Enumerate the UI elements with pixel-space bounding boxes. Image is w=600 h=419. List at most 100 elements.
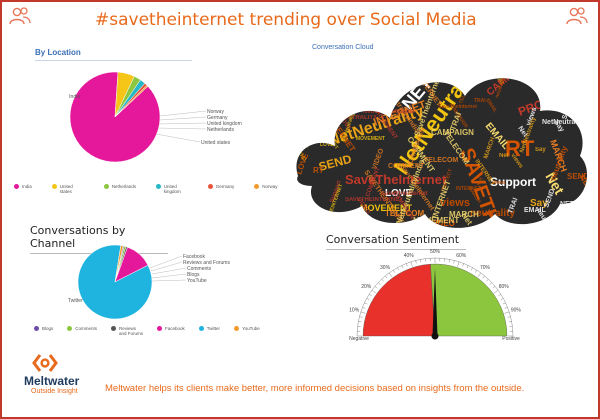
legend-item-reviews-and-forums[interactable]: Reviews and Forums [111,326,143,336]
slice-label-comments: Comments [187,266,212,272]
legend-item-norway[interactable]: Norway [254,184,278,194]
legend-swatch [51,184,57,189]
slice-label-netherlands: Netherlands [207,127,234,133]
gauge-tick-label: 70% [480,265,491,271]
legend-item-youtube[interactable]: YouTube [234,326,260,336]
page-title: #savetheinternet trending over Social Me… [95,10,477,30]
cloud-word-netneutralityindia: NetNeutralityIndia [363,109,415,115]
legend-label: Comments [75,326,98,331]
legend-item-twitter[interactable]: Twitter [198,326,221,336]
cloud-word-telecom: TELECOM [385,209,424,218]
meltwater-logo-icon [32,354,58,372]
cloud-word-say: Say [302,230,311,234]
legend-item-united-states[interactable]: United states [51,184,84,194]
conversation-word-cloud: NetNeutrality NETNEUTRALITY SAVETHEINTERNE… [290,56,589,234]
legend-label: Twitter [206,326,221,331]
cloud-word-video: VIDEO [312,61,329,87]
slice-label-twitter: Twitter [68,298,83,304]
cloud-word-support: Support [561,92,577,120]
gauge-needle [432,268,438,336]
slice-label-united-states: United states [201,140,231,146]
legend-swatch [198,326,204,331]
legend-swatch [111,326,117,331]
brand-tagline: Outside Insight [31,388,78,395]
legend-label: India [22,184,32,189]
legend-label: Reviews and Forums [119,326,144,336]
legend-label: Blogs [42,326,54,331]
gauge-tick-label: 20% [361,284,372,290]
cloud-word-movement: MOVEMENT [360,203,413,213]
cloud-word-neutrality: neutrality [470,208,515,219]
cloud-word-netneutrality: NetNeutrality [290,56,303,67]
cloud-word-savetheinternet: SaveTheInternet [381,191,428,197]
cloud-word-march: MARCH [449,210,479,219]
legend-item-india[interactable]: India [14,184,32,194]
people-icon [566,7,588,25]
cloud-word-rt: RT [313,166,324,175]
legend-label: Netherlands [111,184,137,189]
cloud-word-net: Net [476,177,485,187]
gauge-tick-label: 50% [430,249,441,255]
legend-item-comments[interactable]: Comments [67,326,97,336]
pie-slice-norway [114,84,149,118]
cloud-word-comment: COMMENT [350,93,397,103]
legend-label: Norway [262,184,278,189]
cloud-word-movement: MOVEMENT [356,136,385,142]
legend-item-united-kingdom[interactable]: United kingdom [155,184,188,194]
cloud-title: Conversation Cloud [312,44,374,51]
gauge-negative-label: Negative [349,336,369,342]
cloud-word-send: SEND [527,65,542,83]
legend-item-germany[interactable]: Germany [207,184,234,194]
gauge-tick-label: 30% [380,265,391,271]
legend-label: United states [59,184,73,194]
cloud-word-views: views [492,180,506,186]
legend-swatch [34,326,39,331]
cloud-word-net: Net [499,153,509,159]
legend-swatch [234,326,240,331]
cloud-word-protect: PROTECT [406,75,440,82]
cloud-word-netneutrality: NETNEUTRALITY [327,115,377,121]
cloud-word-love: LOVE [320,142,334,148]
channel-legend: Blogs Comments Reviews and Forums Facebook T… [34,326,274,336]
legend-swatch [103,184,109,189]
cloud-word-rt: RT [505,136,535,161]
gauge-tick-label: 10% [349,308,360,314]
legend-swatch [67,326,73,331]
cloud-word-trai: TRAI [491,71,504,86]
cloud-word-rt: RT [370,81,380,88]
cloud-word-rt: RT [330,142,339,151]
gauge-positive-band [430,263,508,337]
cloud-word-savetheinternet: SaveTheInternet [345,172,447,187]
gauge-tick-label: 60% [456,253,467,259]
cloud-word-netneutrality: NetNeutrality [542,119,586,126]
cloud-word-say: Say [535,147,546,153]
cloud-word-email: EMAIL [524,207,547,214]
channel-title: Conversations by Channel [30,224,126,250]
sentiment-panel: Conversation Sentiment [326,233,466,250]
sentiment-gauge: 10% 20% 30% 40% 50% 60% 70% 80% 90% Negative Posit… [349,249,522,342]
cloud-word-telecom: TELECOM [481,71,510,77]
cloud-word-send: SEND [294,148,307,163]
legend-swatch [254,184,260,189]
cloud-word-say: Say [566,77,580,94]
legend-item-facebook[interactable]: Facebook [157,326,185,336]
cloud-word-telecom: TELECOM [424,157,458,164]
cloud-word-movement: MOVEMENT [389,56,410,83]
legend-item-netherlands[interactable]: Netherlands [103,184,137,194]
cloud-word-internet: INTERNET [456,186,481,192]
legend-swatch [157,326,163,331]
gauge-tick-label: 90% [511,308,522,314]
slice-label-facebook: Facebook [183,254,205,260]
gauge-hub [431,332,439,340]
location-legend: India United states Netherlands United king… [14,184,298,194]
legend-label: Facebook [165,326,185,331]
cloud-word-send: SEND [567,172,589,181]
pie-slice-youtube [114,245,124,283]
legend-item-blogs[interactable]: Blogs [34,326,53,336]
cloud-word-love: LOVE [570,201,587,221]
location-panel: By Location [35,48,192,61]
legend-swatch [155,184,161,189]
